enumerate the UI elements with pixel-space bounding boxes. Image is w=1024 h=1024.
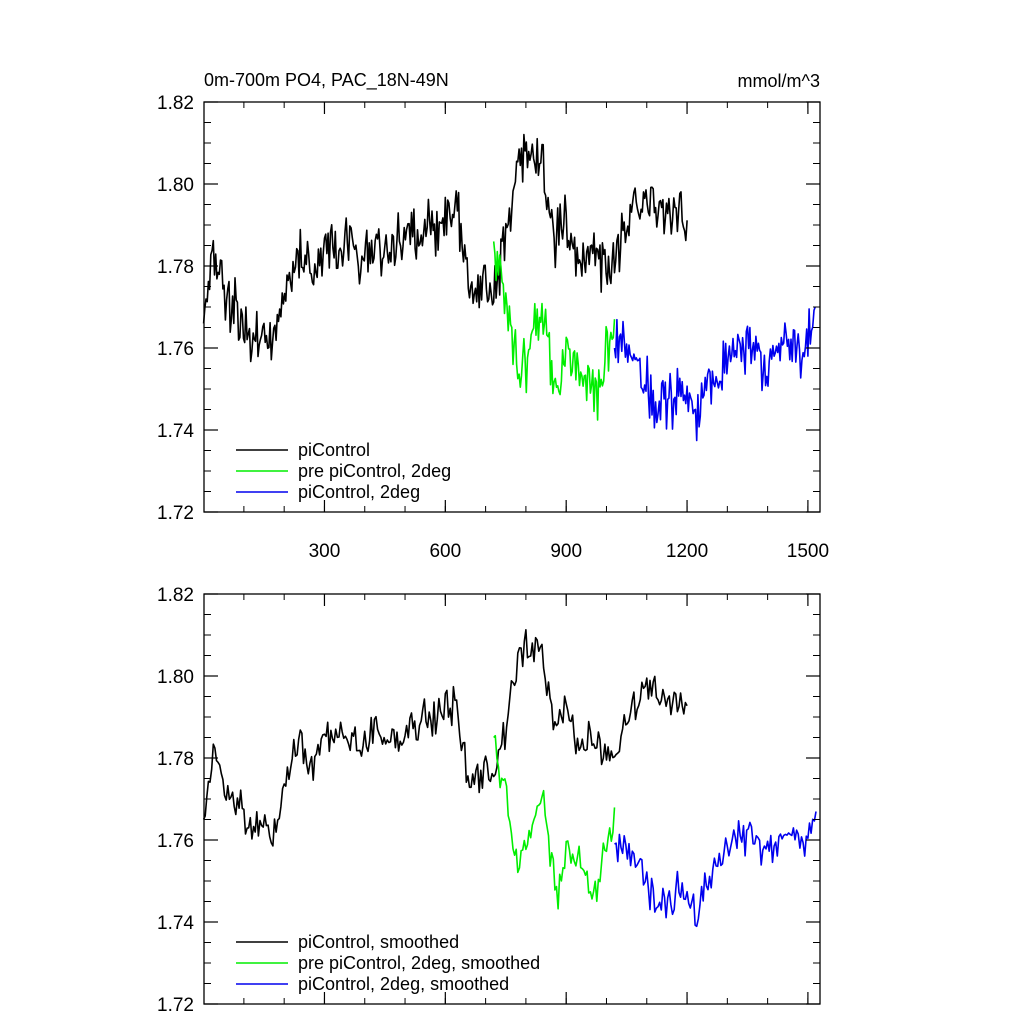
chart-panel-top: 0m-700m PO4, PAC_18N-49N mmol/m^3 1.721.…: [157, 70, 829, 562]
legend-label: piControl: [298, 440, 370, 460]
x-tick-label: 1500: [787, 541, 829, 562]
series-line: [613, 306, 816, 442]
chart-panel-bottom: 1.72 1.74 1.76 1.78 1.80 1.82 piControl, smoot…: [157, 585, 821, 1016]
plot-area: 1.72 1.74 1.76 1.78 1.80 1.82 piControl, smoot…: [157, 585, 821, 1016]
plot-frame: [203, 593, 821, 1005]
legend-label: piControl, 2deg, smoothed: [298, 974, 509, 994]
chart-title: 0m-700m PO4, PAC_18N-49N: [204, 70, 449, 91]
x-tick-label: 600: [429, 541, 461, 562]
legend-label: pre piControl, 2deg, smoothed: [298, 953, 540, 973]
series-line: [202, 133, 688, 363]
x-tick-label: 1200: [666, 541, 708, 562]
y-tick-label: 1.80: [157, 175, 194, 196]
y-tick-label: 1.76: [157, 339, 194, 360]
y-tick-label: 1.78: [157, 257, 194, 278]
plot-frame: [203, 101, 821, 513]
y-tick-label: 1.72: [157, 503, 194, 524]
y-tick-label: 1.82: [157, 93, 194, 114]
y-tick-label: 1.78: [157, 749, 194, 770]
y-tick-label: 1.76: [157, 831, 194, 852]
x-tick-label: 300: [309, 541, 341, 562]
y-tick-label: 1.74: [157, 913, 194, 934]
plot-area: 1.72 1.74 1.76 1.78 1.80 1.82 300 600 900 1200 150…: [157, 93, 829, 562]
y-tick-label: 1.82: [157, 585, 194, 606]
series-line: [493, 734, 616, 910]
y-tick-label: 1.80: [157, 667, 194, 688]
legend-label: pre piControl, 2deg: [298, 461, 451, 481]
y-tick-label: 1.72: [157, 995, 194, 1016]
legend-label: piControl, smoothed: [298, 932, 459, 952]
series-line: [492, 241, 616, 421]
x-tick-label: 900: [550, 541, 582, 562]
series-line: [202, 628, 688, 847]
series-line: [614, 811, 817, 928]
legend-label: piControl, 2deg: [298, 482, 420, 502]
chart-units: mmol/m^3: [738, 71, 820, 91]
y-tick-label: 1.74: [157, 421, 194, 442]
